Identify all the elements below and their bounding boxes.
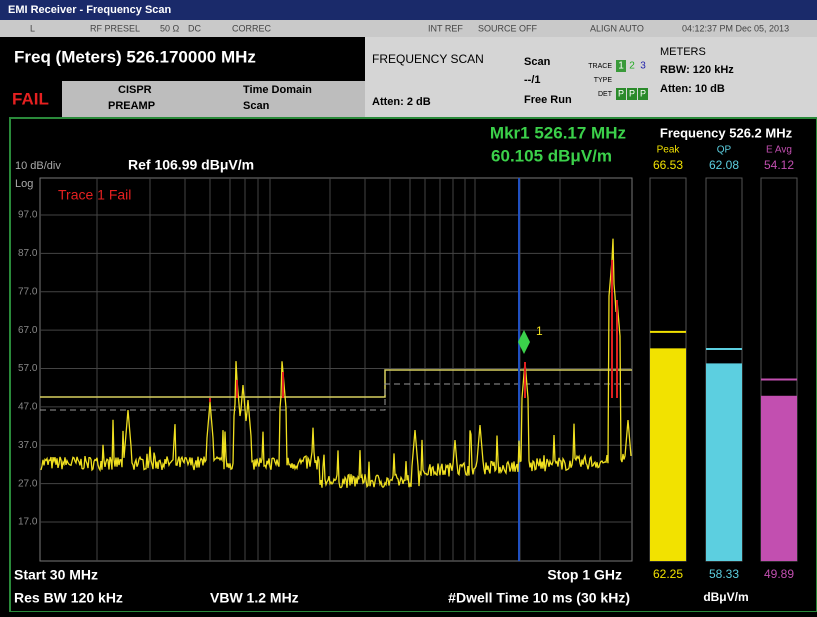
mode: FREQUENCY SCAN (372, 52, 484, 66)
status-item: L (30, 23, 35, 33)
y-label: 57.0 (18, 363, 38, 374)
time-domain: Scan (243, 100, 270, 112)
meter-value-label: 49.89 (764, 567, 794, 581)
meter-name: E Avg (766, 145, 792, 156)
marker-number: 1 (536, 324, 543, 338)
trace (40, 238, 632, 489)
fail-box (0, 81, 62, 118)
meas-panel (365, 37, 817, 118)
scan: Free Run (524, 94, 572, 106)
y-label: 47.0 (18, 402, 38, 413)
start-freq: Start 30 MHz (14, 567, 98, 583)
meter-limit-label: 54.12 (764, 158, 794, 172)
res-bw: Res BW 120 kHz (14, 590, 123, 606)
y-label: 97.0 (18, 210, 38, 221)
meter-bar (650, 348, 686, 561)
stop-freq: Stop 1 GHz (547, 567, 622, 583)
trace-label: TRACE (588, 63, 612, 70)
status-item: 04:12:37 PM Dec 05, 2013 (682, 23, 789, 33)
meter-value-label: 62.25 (653, 567, 683, 581)
status-item: CORREC (232, 23, 272, 33)
meters-label: METERS (660, 46, 706, 58)
det-box (616, 88, 626, 100)
ref-level: Ref 106.99 dBμV/m (128, 157, 254, 173)
y-label: 87.0 (18, 248, 38, 259)
trace-det: P (618, 88, 624, 98)
atten: Atten: 2 dB (372, 96, 431, 108)
trace-number: 3 (640, 61, 646, 72)
y-label: 37.0 (18, 440, 38, 451)
meter-name: QP (717, 145, 732, 156)
y-label: 67.0 (18, 325, 38, 336)
meter-limit-label: 66.53 (653, 158, 683, 172)
preamp: PREAMP (108, 100, 155, 112)
marker-level: 60.105 dBμV/m (491, 146, 612, 165)
status-item: ALIGN AUTO (590, 23, 644, 33)
fail-status: FAIL (12, 89, 49, 108)
trace-label: TYPE (594, 77, 613, 84)
status-item: DC (188, 23, 201, 33)
meter-name: Peak (657, 145, 681, 156)
status-item: RF PRESEL (90, 23, 140, 33)
meter-bar (761, 395, 797, 561)
time-domain: Time Domain (243, 84, 312, 96)
meters-rbw: RBW: 120 kHz (660, 64, 734, 76)
scan: Scan (524, 56, 551, 68)
status-item: 50 Ω (160, 23, 180, 33)
meter-bar (706, 363, 742, 561)
trace-label: DET (598, 91, 613, 98)
log: Log (15, 178, 33, 190)
window-title: EMI Receiver - Frequency Scan (8, 4, 172, 16)
trace-number: 1 (618, 61, 624, 72)
freq-readout: Freq (Meters) 526.170000 MHz (14, 47, 256, 66)
y-label: 77.0 (18, 286, 38, 297)
det-box (627, 88, 637, 100)
det-box (638, 88, 648, 100)
status-item: INT REF (428, 23, 463, 33)
scan: --/1 (524, 74, 541, 86)
marker-diamond (518, 330, 530, 354)
status-item: SOURCE OFF (478, 23, 538, 33)
trace-box (627, 60, 637, 72)
meter-title: Frequency 526.2 MHz (660, 125, 793, 140)
title-bar (0, 0, 817, 20)
dwell: #Dwell Time 10 ms (30 kHz) (448, 590, 630, 606)
trace-det: P (629, 88, 635, 98)
meters-atten: Atten: 10 dB (660, 83, 725, 95)
freq-panel (0, 37, 365, 81)
y-label: 27.0 (18, 478, 38, 489)
marker-freq: Mkr1 526.17 MHz (490, 123, 626, 142)
fail-label: Trace 1 Fail (58, 187, 131, 203)
meter-limit-label: 62.08 (709, 158, 739, 172)
trace-det: P (640, 88, 646, 98)
trace-number: 2 (629, 61, 635, 72)
meter-unit: dBμV/m (703, 590, 748, 604)
trace-box (616, 60, 626, 72)
trace-box (638, 60, 648, 72)
scale: 10 dB/div (15, 160, 61, 172)
y-label: 17.0 (18, 517, 38, 528)
meter-value-label: 58.33 (709, 567, 739, 581)
preamp: CISPR (118, 84, 152, 96)
limit-line-avg (40, 383, 632, 411)
status-bar (0, 20, 817, 37)
vbw: VBW 1.2 MHz (210, 590, 299, 606)
